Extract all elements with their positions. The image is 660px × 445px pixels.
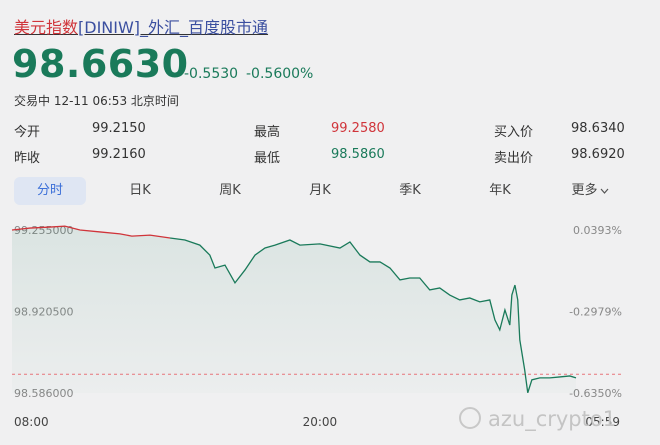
change-pct: -0.5600% xyxy=(246,66,314,82)
x-tick-label: 05:59 xyxy=(585,415,620,429)
stat-value: 99.2160 xyxy=(92,147,146,162)
y2-tick-label: 0.0393% xyxy=(573,224,622,237)
x-tick-label: 20:00 xyxy=(303,415,338,429)
stat-value: 98.6340 xyxy=(571,121,625,136)
watermark: azu_crypto1 xyxy=(459,407,616,432)
tab[interactable]: 更多 xyxy=(554,177,626,205)
stat-label: 买入价 xyxy=(494,125,534,140)
watermark-text: azu_crypto1 xyxy=(488,407,616,432)
stat-value: 99.2580 xyxy=(331,121,385,136)
change: -0.5530 xyxy=(184,66,239,82)
title-suffix: [DINIW]_外汇_百度股市通 xyxy=(78,18,269,37)
tab[interactable]: 周K xyxy=(219,183,241,198)
area xyxy=(12,226,576,393)
title-name: 美元指数 xyxy=(14,18,79,37)
y2-tick-label: -0.6350% xyxy=(569,387,622,400)
watermark-icon xyxy=(459,407,481,429)
stat-value: 99.2150 xyxy=(92,121,146,136)
stat-label: 今开 xyxy=(14,125,41,140)
x-tick-label: 08:00 xyxy=(14,415,49,429)
stat-label: 昨收 xyxy=(14,151,41,166)
price-line-up xyxy=(11,225,171,239)
tab[interactable]: 季K xyxy=(399,183,421,198)
y2-tick-label: -0.2979% xyxy=(569,306,622,319)
tab[interactable]: 年K xyxy=(489,183,511,198)
price: 98.6630 xyxy=(12,42,189,86)
stat-value: 98.5860 xyxy=(331,147,385,162)
tab[interactable]: 分时 xyxy=(14,177,86,205)
price-line-down xyxy=(169,237,577,393)
page-title[interactable]: 美元指数[DINIW]_外汇_百度股市通 xyxy=(14,14,268,38)
chevron xyxy=(600,188,608,194)
tab[interactable]: 日K xyxy=(129,183,151,198)
status: 交易中 12-11 06:53 北京时间 xyxy=(14,94,179,108)
tab[interactable]: 月K xyxy=(309,183,331,198)
stat-label: 卖出价 xyxy=(494,151,534,166)
stat-value: 98.6920 xyxy=(571,147,625,162)
stat-label: 最高 xyxy=(254,125,281,140)
stat-label: 最低 xyxy=(254,151,281,166)
